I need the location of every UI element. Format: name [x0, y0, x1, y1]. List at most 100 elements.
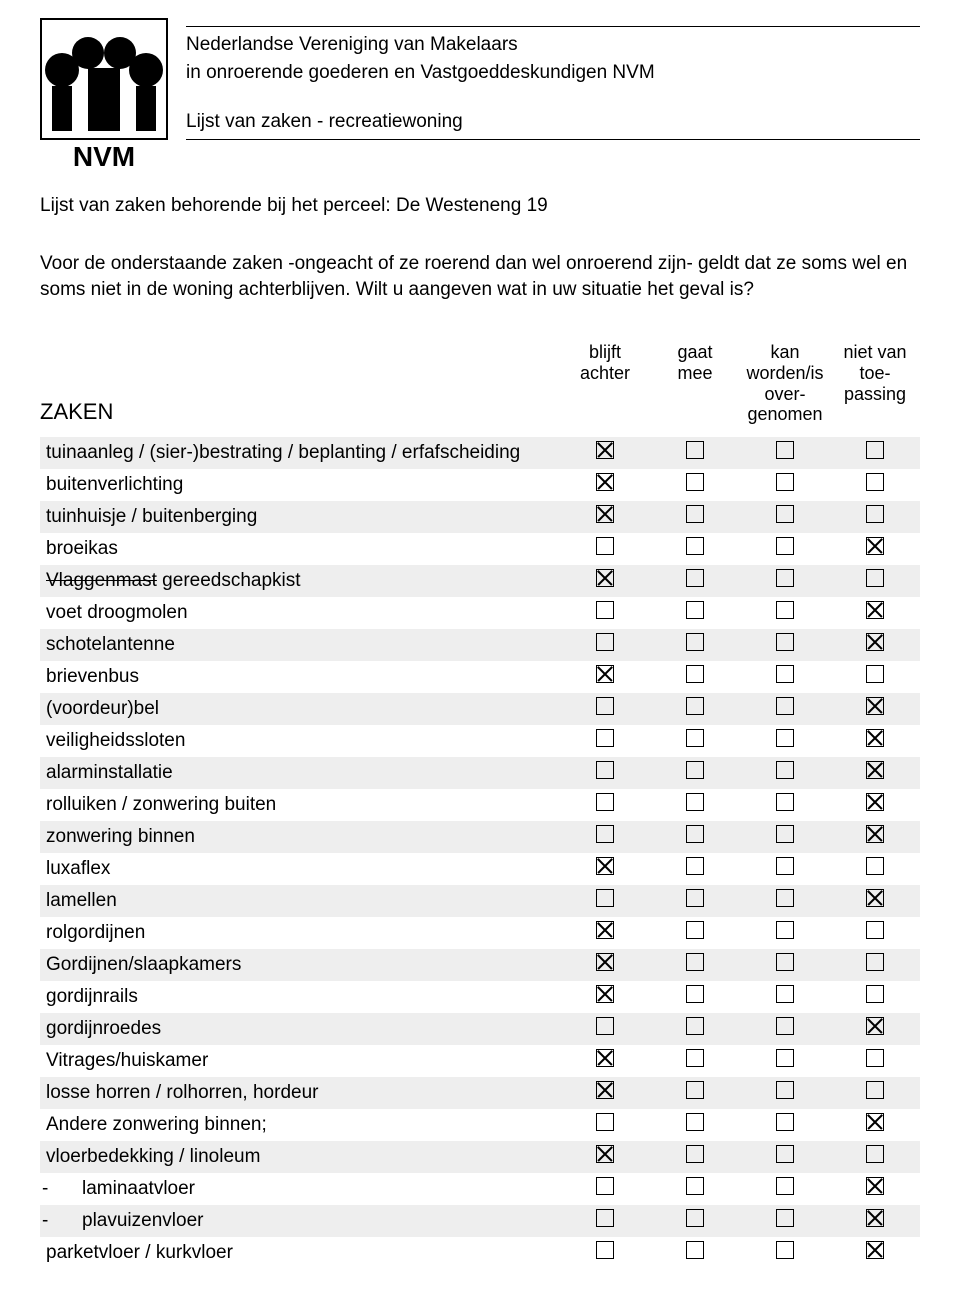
checkbox[interactable] — [866, 793, 884, 811]
checkbox[interactable] — [776, 729, 794, 747]
checkbox[interactable] — [866, 505, 884, 523]
checkbox[interactable] — [686, 473, 704, 491]
checkbox[interactable] — [866, 665, 884, 683]
checkbox[interactable] — [776, 1017, 794, 1035]
checkbox[interactable] — [776, 1113, 794, 1131]
checkbox[interactable] — [596, 601, 614, 619]
checkbox[interactable] — [596, 953, 614, 971]
checkbox[interactable] — [866, 441, 884, 459]
checkbox[interactable] — [866, 1113, 884, 1131]
checkbox[interactable] — [776, 505, 794, 523]
checkbox[interactable] — [686, 697, 704, 715]
checkbox[interactable] — [776, 1209, 794, 1227]
checkbox[interactable] — [596, 665, 614, 683]
checkbox[interactable] — [686, 793, 704, 811]
checkbox[interactable] — [866, 537, 884, 555]
checkbox[interactable] — [596, 537, 614, 555]
checkbox[interactable] — [866, 569, 884, 587]
checkbox[interactable] — [596, 1241, 614, 1259]
checkbox[interactable] — [686, 1177, 704, 1195]
checkbox[interactable] — [866, 857, 884, 875]
checkbox[interactable] — [866, 761, 884, 779]
checkbox[interactable] — [776, 761, 794, 779]
checkbox[interactable] — [596, 1113, 614, 1131]
checkbox[interactable] — [596, 793, 614, 811]
checkbox[interactable] — [686, 953, 704, 971]
checkbox[interactable] — [686, 1113, 704, 1131]
checkbox[interactable] — [866, 1081, 884, 1099]
checkbox[interactable] — [776, 889, 794, 907]
checkbox[interactable] — [686, 569, 704, 587]
checkbox[interactable] — [686, 537, 704, 555]
checkbox[interactable] — [686, 665, 704, 683]
checkbox[interactable] — [596, 1209, 614, 1227]
checkbox[interactable] — [776, 473, 794, 491]
checkbox[interactable] — [686, 633, 704, 651]
checkbox[interactable] — [866, 1049, 884, 1067]
checkbox[interactable] — [596, 697, 614, 715]
checkbox[interactable] — [596, 1049, 614, 1067]
checkbox[interactable] — [776, 1049, 794, 1067]
checkbox[interactable] — [776, 793, 794, 811]
checkbox[interactable] — [596, 441, 614, 459]
checkbox[interactable] — [686, 921, 704, 939]
checkbox[interactable] — [776, 537, 794, 555]
checkbox[interactable] — [776, 665, 794, 683]
checkbox[interactable] — [596, 761, 614, 779]
checkbox[interactable] — [866, 921, 884, 939]
checkbox[interactable] — [596, 729, 614, 747]
checkbox[interactable] — [866, 633, 884, 651]
checkbox[interactable] — [776, 697, 794, 715]
checkbox[interactable] — [686, 441, 704, 459]
checkbox[interactable] — [866, 985, 884, 1003]
checkbox[interactable] — [776, 601, 794, 619]
checkbox[interactable] — [686, 1081, 704, 1099]
checkbox[interactable] — [776, 857, 794, 875]
checkbox[interactable] — [866, 1177, 884, 1195]
checkbox[interactable] — [776, 1145, 794, 1163]
checkbox[interactable] — [686, 1017, 704, 1035]
checkbox[interactable] — [776, 921, 794, 939]
checkbox[interactable] — [596, 505, 614, 523]
checkbox[interactable] — [686, 505, 704, 523]
checkbox[interactable] — [776, 1241, 794, 1259]
checkbox[interactable] — [596, 569, 614, 587]
checkbox[interactable] — [686, 601, 704, 619]
checkbox[interactable] — [866, 953, 884, 971]
checkbox[interactable] — [596, 1017, 614, 1035]
checkbox[interactable] — [776, 1177, 794, 1195]
checkbox[interactable] — [776, 441, 794, 459]
checkbox[interactable] — [686, 889, 704, 907]
checkbox[interactable] — [596, 473, 614, 491]
checkbox[interactable] — [866, 1017, 884, 1035]
checkbox[interactable] — [866, 1241, 884, 1259]
checkbox[interactable] — [686, 761, 704, 779]
checkbox[interactable] — [866, 1209, 884, 1227]
checkbox[interactable] — [866, 1145, 884, 1163]
checkbox[interactable] — [596, 1145, 614, 1163]
checkbox[interactable] — [596, 889, 614, 907]
checkbox[interactable] — [776, 1081, 794, 1099]
checkbox[interactable] — [596, 921, 614, 939]
checkbox[interactable] — [596, 1177, 614, 1195]
checkbox[interactable] — [686, 825, 704, 843]
checkbox[interactable] — [776, 633, 794, 651]
checkbox[interactable] — [866, 697, 884, 715]
checkbox[interactable] — [776, 985, 794, 1003]
checkbox[interactable] — [596, 857, 614, 875]
checkbox[interactable] — [596, 633, 614, 651]
checkbox[interactable] — [866, 473, 884, 491]
checkbox[interactable] — [776, 569, 794, 587]
checkbox[interactable] — [866, 729, 884, 747]
checkbox[interactable] — [776, 825, 794, 843]
checkbox[interactable] — [596, 825, 614, 843]
checkbox[interactable] — [866, 889, 884, 907]
checkbox[interactable] — [686, 857, 704, 875]
checkbox[interactable] — [866, 825, 884, 843]
checkbox[interactable] — [596, 1081, 614, 1099]
checkbox[interactable] — [686, 1145, 704, 1163]
checkbox[interactable] — [866, 601, 884, 619]
checkbox[interactable] — [596, 985, 614, 1003]
checkbox[interactable] — [686, 1241, 704, 1259]
checkbox[interactable] — [686, 1209, 704, 1227]
